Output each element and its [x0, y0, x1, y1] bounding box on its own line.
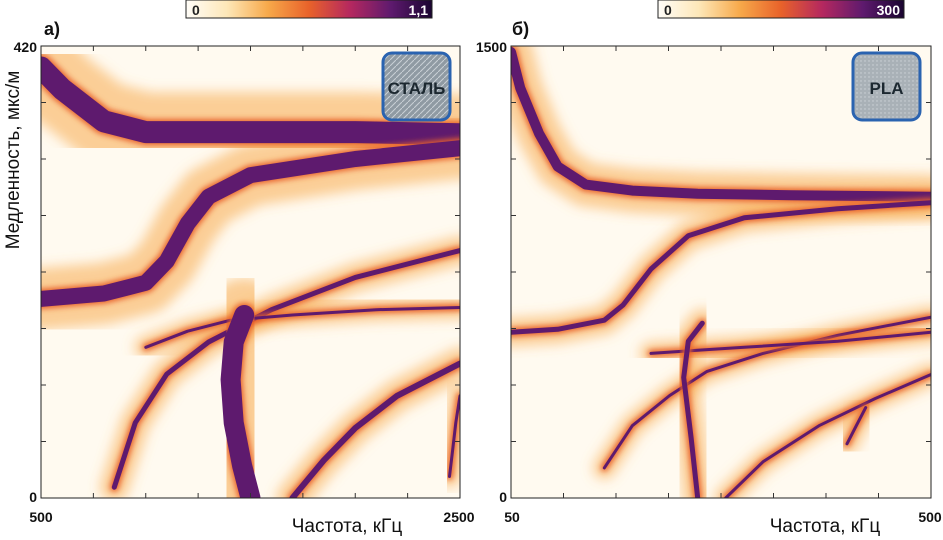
- material-badge-steel-label: СТАЛЬ: [388, 79, 446, 98]
- colorbar-b-max-label: 300: [877, 2, 901, 18]
- mode-curve-3: [602, 315, 931, 470]
- panel-a: 0 1,1 а) 420 0 500 2500 Частота, кГц СТА…: [14, 0, 475, 537]
- mode-curve-2: [41, 140, 460, 307]
- mode-curve-1: [41, 56, 460, 146]
- material-badge-pla-label: PLA: [870, 79, 904, 98]
- plot-a-ticks: [41, 46, 460, 498]
- mode-curve-4: [144, 306, 460, 349]
- mode-curve-7: [845, 406, 868, 446]
- mode-curve-2: [511, 200, 931, 335]
- y-tick-a-top: 420: [14, 39, 38, 55]
- plot-b-curves: [511, 46, 931, 498]
- colorbar-b: [657, 0, 905, 19]
- material-badge-steel: СТАЛЬ: [381, 51, 452, 122]
- plot-a-curves: [41, 54, 460, 498]
- mode-curve-5: [220, 305, 261, 498]
- x-tick-b-right: 500: [918, 509, 942, 525]
- mode-curve-4: [649, 330, 931, 355]
- x-axis-label-b: Частота, кГц: [770, 516, 881, 537]
- colorbar-a: [185, 0, 433, 19]
- material-badge-pla: PLA: [851, 51, 922, 122]
- y-tick-a-bottom: 0: [29, 489, 37, 505]
- plot-b-ticks: [511, 46, 931, 498]
- panel-a-label: а): [44, 19, 60, 39]
- x-tick-a-right: 2500: [443, 509, 474, 525]
- colorbar-a-max-label: 1,1: [409, 2, 429, 18]
- panel-b-label: б): [512, 19, 529, 39]
- mode-curve-7: [448, 394, 460, 478]
- plot-b-area: [511, 46, 931, 498]
- x-tick-b-left: 50: [504, 509, 520, 525]
- mode-curve-6: [724, 373, 931, 498]
- mode-curve-1: [511, 47, 931, 202]
- panel-b: 0 300 б) 1500 0 50 500 Частота, кГц PLA: [476, 0, 942, 537]
- plot-a-area: [41, 46, 460, 498]
- mode-curve-3: [111, 248, 460, 490]
- y-tick-b-top: 1500: [476, 39, 507, 55]
- mode-curve-5: [681, 320, 705, 498]
- x-tick-a-left: 500: [29, 509, 53, 525]
- colorbar-a-min-label: 0: [192, 2, 200, 18]
- y-axis-label: Медленность, мкс/м: [3, 71, 24, 250]
- x-axis-label-a: Частота, кГц: [292, 516, 403, 537]
- colorbar-b-min-label: 0: [664, 2, 672, 18]
- mode-curve-6: [289, 360, 460, 498]
- y-tick-b-bottom: 0: [499, 489, 507, 505]
